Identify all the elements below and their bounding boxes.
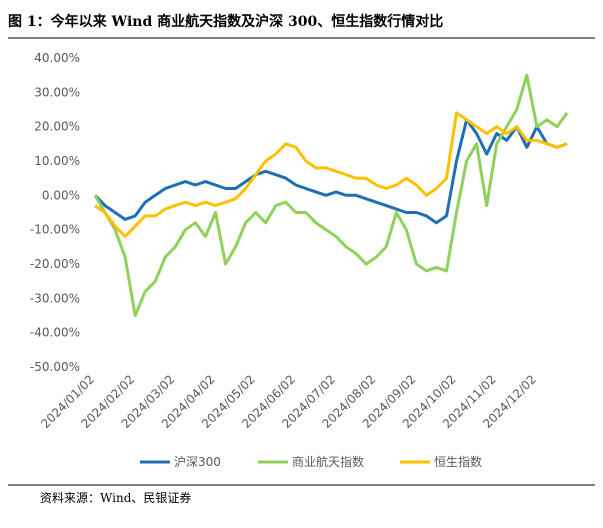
y-tick-label: -20.00% xyxy=(30,257,80,271)
source-note: 资料来源：Wind、民银证券 xyxy=(40,490,191,505)
legend-label: 商业航天指数 xyxy=(292,454,364,469)
chart-title: 图 1：今年以来 Wind 商业航天指数及沪深 300、恒生指数行情对比 xyxy=(8,13,443,30)
y-tick-label: -30.00% xyxy=(30,291,80,305)
y-tick-label: 20.00% xyxy=(34,120,80,134)
y-tick-label: -50.00% xyxy=(30,360,80,374)
series-line xyxy=(93,73,569,317)
y-tick-label: 0.00% xyxy=(42,188,80,202)
y-tick-label: 10.00% xyxy=(34,154,80,168)
legend-label: 沪深300 xyxy=(174,455,221,469)
y-tick-label: -40.00% xyxy=(30,326,80,340)
series-line xyxy=(94,111,568,238)
y-tick-label: -10.00% xyxy=(30,223,80,237)
y-tick-label: 40.00% xyxy=(34,51,80,65)
legend-label: 恒生指数 xyxy=(434,454,482,469)
y-tick-label: 30.00% xyxy=(34,85,80,99)
series-line xyxy=(93,118,568,225)
